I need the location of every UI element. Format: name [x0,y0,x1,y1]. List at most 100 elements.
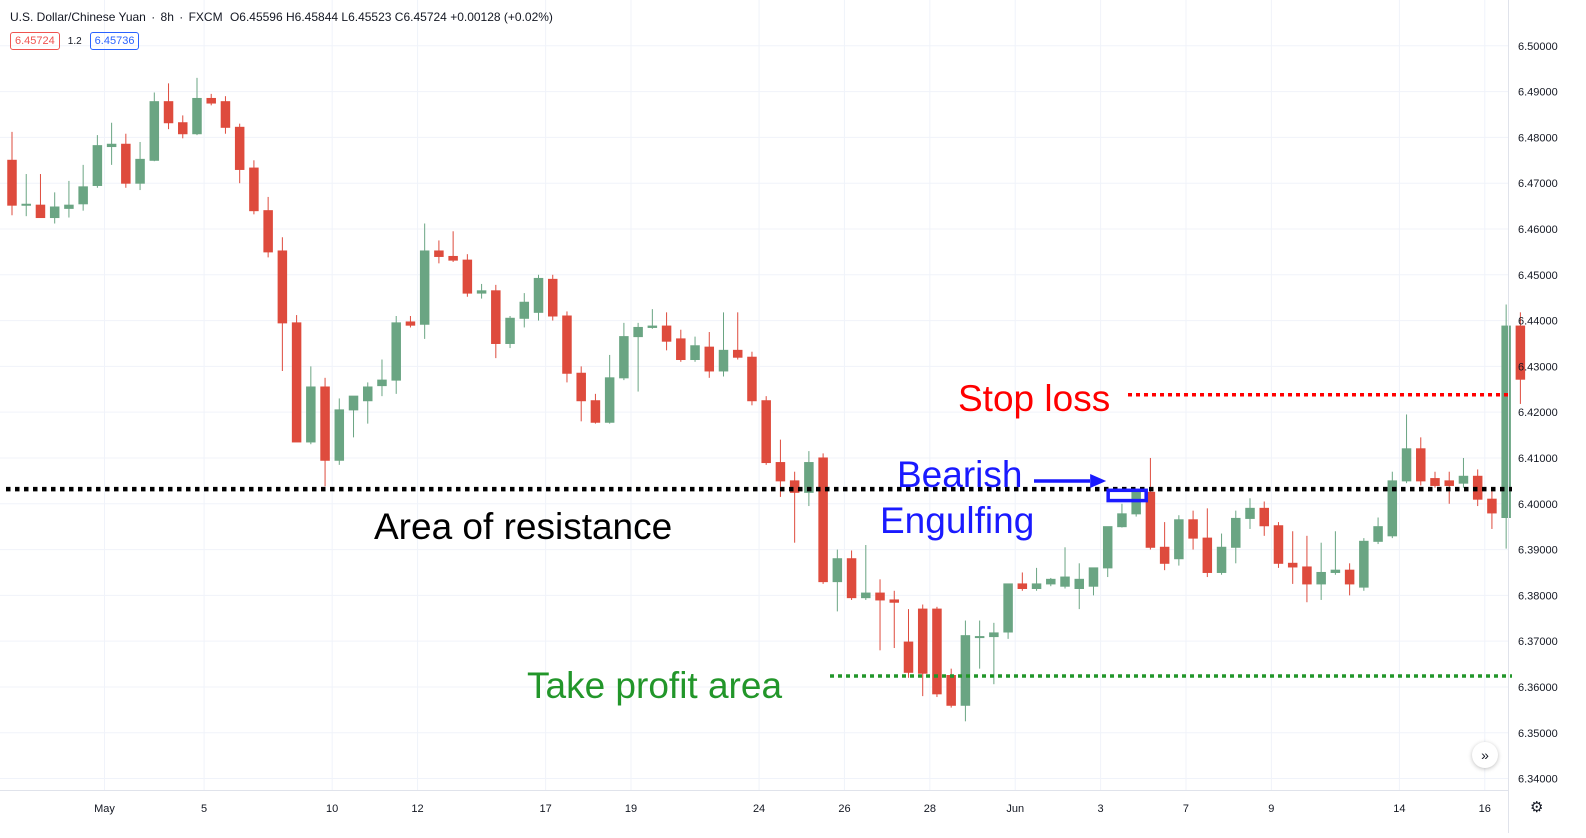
candle[interactable] [861,544,871,600]
interval-label[interactable]: 8h [160,10,174,24]
candle[interactable] [604,354,615,424]
candle[interactable] [647,309,658,329]
candle[interactable] [718,312,729,377]
candle[interactable] [1216,533,1227,575]
candle[interactable] [1060,547,1070,589]
candle[interactable] [64,180,74,218]
candle[interactable] [1174,515,1184,566]
candle[interactable] [1017,572,1028,591]
candle[interactable] [434,240,444,264]
candle[interactable] [1131,491,1141,517]
candle[interactable] [1102,526,1113,578]
candle[interactable] [1145,457,1156,550]
candle[interactable] [363,382,373,424]
candle[interactable] [590,393,601,424]
candle[interactable] [1231,510,1241,564]
candle[interactable] [277,237,288,371]
candle[interactable] [163,83,174,130]
candle[interactable] [1458,457,1469,488]
candle[interactable] [1316,542,1326,600]
candle[interactable] [78,164,88,211]
candle[interactable] [547,274,558,321]
candle[interactable] [1273,522,1284,568]
candle[interactable] [633,322,643,392]
candle[interactable] [875,579,885,651]
candle[interactable] [903,609,914,678]
candle[interactable] [533,274,544,321]
candle[interactable] [476,283,487,299]
candle[interactable] [1074,563,1084,610]
candle[interactable] [761,396,771,465]
gear-icon[interactable]: ⚙ [1530,799,1544,816]
candle[interactable] [974,620,985,669]
candle[interactable] [1387,471,1398,539]
candle[interactable] [234,123,245,184]
candle[interactable] [1046,577,1056,587]
candle[interactable] [491,284,501,359]
candle[interactable] [220,96,231,134]
candle[interactable] [320,377,330,487]
candle[interactable] [619,322,629,381]
candle[interactable] [462,254,473,297]
candle[interactable] [917,604,928,697]
candle[interactable] [1401,414,1412,484]
candle[interactable] [1430,471,1440,488]
candle[interactable] [121,133,131,188]
candle[interactable] [747,351,757,406]
candle[interactable] [92,135,103,188]
candle[interactable] [1245,498,1255,529]
candle[interactable] [1003,583,1013,639]
candle[interactable] [818,453,828,584]
candle[interactable] [1501,304,1511,549]
candle[interactable] [306,366,316,445]
candle[interactable] [1359,538,1369,591]
candle[interactable] [1302,535,1312,603]
candle[interactable] [206,93,216,106]
candle[interactable] [789,471,800,543]
candle[interactable] [1088,567,1099,596]
candle[interactable] [1416,437,1426,486]
candle[interactable] [448,231,458,262]
candle[interactable] [135,141,145,191]
candle[interactable] [960,620,971,722]
candle[interactable] [1373,517,1383,545]
candle[interactable] [1031,567,1042,591]
candle[interactable] [804,451,814,507]
candle[interactable] [1117,503,1127,528]
candle[interactable] [1344,563,1355,596]
candle[interactable] [1159,522,1170,571]
candle[interactable] [391,316,401,394]
bid-price-badge[interactable]: 6.45724 [10,32,60,50]
candle[interactable] [690,336,700,362]
candle[interactable] [1202,508,1213,578]
candle[interactable] [661,312,672,351]
candle[interactable] [846,550,857,600]
candle[interactable] [676,329,686,362]
symbol-name[interactable]: U.S. Dollar/Chinese Yuan [10,10,146,24]
candle[interactable] [35,174,46,219]
candle[interactable] [932,606,942,698]
candle[interactable] [562,311,572,383]
candle[interactable] [263,196,273,258]
candle[interactable] [1330,531,1341,575]
candle[interactable] [704,332,715,378]
candle[interactable] [7,131,17,216]
candle[interactable] [505,316,515,349]
candle[interactable] [249,160,259,215]
candle[interactable] [334,398,345,465]
candle[interactable] [1287,531,1298,584]
candle[interactable] [889,590,900,649]
candle[interactable] [291,315,302,443]
candle[interactable] [832,549,843,612]
scroll-to-realtime-button[interactable]: » [1472,742,1498,768]
candle[interactable] [192,77,202,136]
candle[interactable] [405,316,416,328]
candle[interactable] [419,223,430,339]
candle[interactable] [106,122,117,165]
candle[interactable] [178,115,188,139]
candle[interactable] [21,174,31,217]
candle[interactable] [732,312,743,360]
candle[interactable] [49,192,60,224]
candle[interactable] [149,92,160,162]
